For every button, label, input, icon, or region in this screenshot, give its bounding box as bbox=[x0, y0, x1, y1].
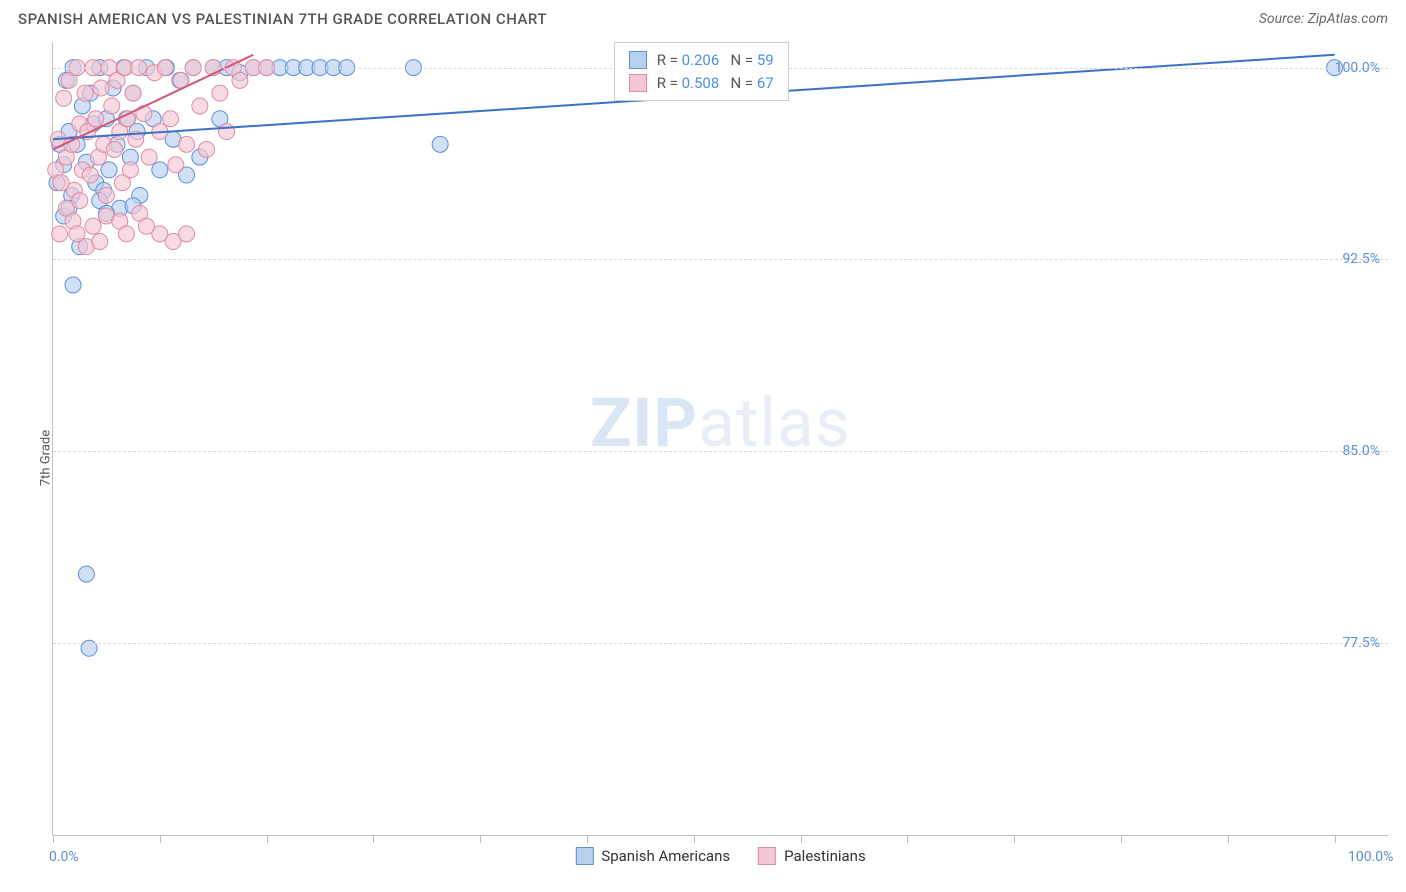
data-point bbox=[141, 149, 157, 165]
x-tick bbox=[267, 835, 268, 843]
x-tick bbox=[1121, 835, 1122, 843]
data-point bbox=[168, 157, 184, 173]
legend-swatch bbox=[575, 847, 593, 865]
x-tick bbox=[1228, 835, 1229, 843]
chart-title: SPANISH AMERICAN VS PALESTINIAN 7TH GRAD… bbox=[18, 10, 547, 28]
x-tick bbox=[907, 835, 908, 843]
data-point bbox=[52, 226, 68, 242]
data-point bbox=[212, 85, 228, 101]
data-point bbox=[56, 90, 72, 106]
data-point bbox=[88, 111, 104, 127]
data-point bbox=[118, 226, 134, 242]
x-tick-label: 100.0% bbox=[1348, 849, 1393, 865]
correlation-legend: R = 0.206 N = 59 R = 0.508 N = 67 bbox=[614, 42, 789, 101]
data-point bbox=[179, 136, 195, 152]
legend-row: R = 0.508 N = 67 bbox=[629, 72, 774, 95]
x-tick bbox=[160, 835, 161, 843]
x-tick bbox=[587, 835, 588, 843]
data-point bbox=[179, 226, 195, 242]
y-tick-label: 77.5% bbox=[1342, 635, 1380, 651]
data-point bbox=[162, 111, 178, 127]
data-point bbox=[219, 124, 235, 140]
x-tick bbox=[694, 835, 695, 843]
data-point bbox=[432, 136, 448, 152]
legend-text: R = 0.206 N = 59 bbox=[657, 49, 774, 72]
data-point bbox=[82, 167, 98, 183]
data-point bbox=[101, 162, 117, 178]
x-tick bbox=[373, 835, 374, 843]
data-point bbox=[92, 234, 108, 250]
series-legend: Spanish Americans Palestinians bbox=[575, 847, 865, 865]
y-tick-label: 100.0% bbox=[1335, 60, 1380, 76]
data-point bbox=[136, 106, 152, 122]
gridline bbox=[53, 451, 1388, 452]
legend-label: Palestinians bbox=[784, 847, 866, 865]
gridline bbox=[53, 259, 1388, 260]
data-point bbox=[125, 85, 141, 101]
data-point bbox=[65, 277, 81, 293]
data-point bbox=[192, 98, 208, 114]
legend-item: Palestinians bbox=[758, 847, 866, 865]
chart-container: 7th Grade ZIPatlas 77.5%85.0%92.5%100.0%… bbox=[18, 42, 1388, 874]
data-point bbox=[72, 193, 88, 209]
x-tick bbox=[801, 835, 802, 843]
data-point bbox=[78, 566, 94, 582]
x-tick bbox=[1335, 835, 1336, 843]
data-point bbox=[138, 218, 154, 234]
data-point bbox=[106, 141, 122, 157]
data-point bbox=[199, 141, 215, 157]
x-tick-label: 0.0% bbox=[49, 849, 79, 865]
data-point bbox=[69, 226, 85, 242]
data-point bbox=[85, 218, 101, 234]
plot-area: ZIPatlas 77.5%85.0%92.5%100.0%0.0%100.0%… bbox=[52, 42, 1388, 836]
legend-row: R = 0.206 N = 59 bbox=[629, 49, 774, 72]
gridline bbox=[53, 643, 1388, 644]
scatter-svg bbox=[53, 42, 1388, 835]
data-point bbox=[93, 80, 109, 96]
data-point bbox=[232, 72, 248, 88]
data-point bbox=[122, 162, 138, 178]
legend-label: Spanish Americans bbox=[601, 847, 730, 865]
data-point bbox=[152, 162, 168, 178]
legend-swatch bbox=[629, 51, 647, 69]
data-point bbox=[77, 85, 93, 101]
y-tick-label: 85.0% bbox=[1342, 443, 1380, 459]
legend-text: R = 0.508 N = 67 bbox=[657, 72, 774, 95]
legend-swatch bbox=[629, 74, 647, 92]
legend-item: Spanish Americans bbox=[575, 847, 730, 865]
data-point bbox=[98, 187, 114, 203]
legend-swatch bbox=[758, 847, 776, 865]
y-tick-label: 92.5% bbox=[1342, 251, 1380, 267]
data-point bbox=[104, 98, 120, 114]
x-tick bbox=[1014, 835, 1015, 843]
source-label: Source: ZipAtlas.com bbox=[1259, 11, 1388, 27]
x-tick bbox=[480, 835, 481, 843]
x-tick bbox=[53, 835, 54, 843]
